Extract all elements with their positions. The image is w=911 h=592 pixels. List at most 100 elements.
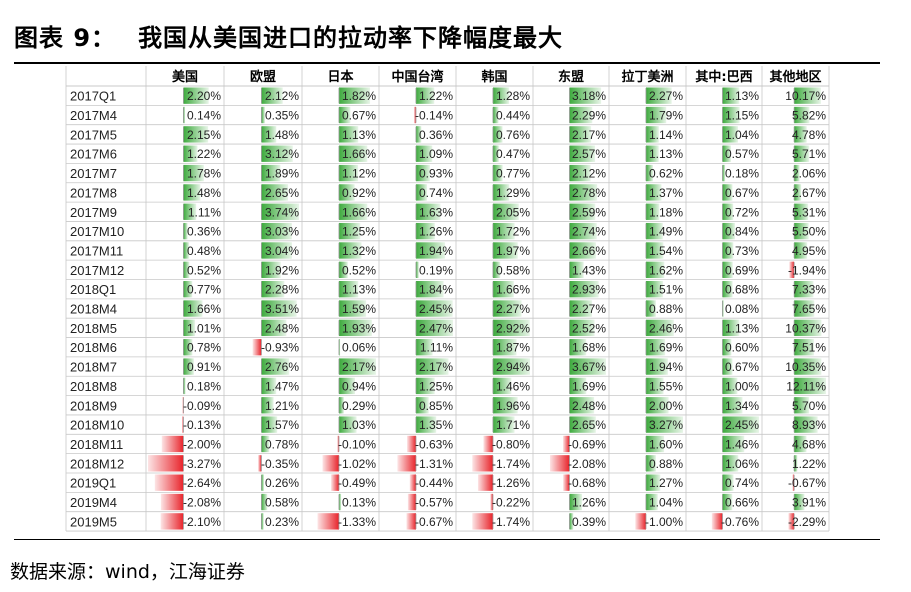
- cell-value: 0.62%: [649, 167, 683, 181]
- data-bar: [645, 87, 672, 104]
- cell-value: -1.00%: [645, 515, 683, 529]
- cell-value: 1.13%: [725, 321, 759, 335]
- cell-value: 0.67%: [725, 360, 759, 374]
- data-bar: [722, 416, 759, 433]
- data-bar: [413, 106, 416, 124]
- data-bar: [415, 377, 435, 395]
- cell-value: 2.12%: [265, 89, 299, 103]
- data-bar: [794, 106, 810, 124]
- data-bar: [415, 397, 429, 414]
- cell-value: 0.88%: [649, 302, 683, 316]
- data-bar: [182, 416, 184, 433]
- data-bar: [415, 222, 435, 240]
- data-bar: [569, 513, 574, 530]
- data-bar: [722, 455, 739, 472]
- cell-value: -1.74%: [492, 457, 530, 471]
- cell-value: 2.92%: [496, 321, 530, 335]
- data-bar: [338, 493, 342, 511]
- cell-value: 2.45%: [419, 302, 453, 316]
- data-bar: [722, 319, 740, 337]
- cell-value: -1.33%: [338, 515, 376, 529]
- cell-value: -1.02%: [338, 457, 376, 471]
- data-bar: [415, 87, 435, 104]
- data-bar: [407, 435, 416, 453]
- data-bar: [794, 435, 807, 453]
- cell-value: 1.82%: [342, 89, 376, 103]
- cell-value: 1.13%: [725, 89, 759, 103]
- row-label: 2017M4: [70, 108, 117, 123]
- data-bar: [722, 203, 734, 220]
- data-bar: [492, 164, 503, 182]
- cell-value: -3.27%: [183, 457, 221, 471]
- cell-value: 1.69%: [572, 379, 606, 393]
- data-bar: [492, 145, 499, 162]
- cell-value: 1.48%: [265, 128, 299, 142]
- data-bar: [415, 126, 422, 143]
- data-bar: [338, 126, 359, 143]
- cell-value: 0.44%: [496, 109, 530, 123]
- cell-value: 1.87%: [496, 341, 530, 355]
- cell-value: 1.92%: [265, 263, 299, 277]
- cell-value: 1.66%: [187, 302, 221, 316]
- cell-value: 1.13%: [342, 128, 376, 142]
- cell-value: 1.15%: [725, 109, 759, 123]
- data-bar: [722, 184, 733, 201]
- data-bar: [794, 493, 805, 511]
- row-label: 2017M12: [70, 263, 124, 278]
- cell-value: 0.14%: [187, 109, 221, 123]
- data-bar: [569, 493, 583, 511]
- cell-value: 7.51%: [792, 341, 826, 355]
- cell-value: 1.21%: [265, 399, 299, 413]
- source-note: 数据来源：wind，江海证券: [10, 561, 245, 583]
- cell-value: 2.27%: [572, 302, 606, 316]
- cell-value: 2.20%: [187, 89, 221, 103]
- cell-value: 1.49%: [649, 225, 683, 239]
- data-bar: [645, 145, 659, 162]
- data-bar: [645, 416, 683, 433]
- cell-value: 0.52%: [342, 263, 376, 277]
- top-rule: [14, 62, 880, 64]
- data-bar: [492, 300, 522, 317]
- data-bar: [331, 474, 339, 491]
- cell-value: 10.17%: [785, 89, 826, 103]
- cell-value: 4.95%: [792, 244, 826, 258]
- cell-value: 2.28%: [265, 283, 299, 297]
- cell-value: 0.68%: [725, 283, 759, 297]
- data-bar: [645, 203, 660, 220]
- data-bar: [183, 145, 198, 162]
- cell-value: -2.64%: [183, 476, 221, 490]
- cell-value: 0.85%: [419, 399, 453, 413]
- cell-value: 1.59%: [342, 302, 376, 316]
- data-bar: [261, 184, 289, 201]
- cell-value: 2.59%: [572, 205, 606, 219]
- data-bar: [492, 222, 515, 240]
- data-bar: [645, 281, 664, 298]
- cell-value: -2.00%: [183, 437, 221, 451]
- cell-value: 1.51%: [649, 283, 683, 297]
- data-bar: [569, 242, 596, 259]
- data-bar: [569, 319, 595, 337]
- data-bar: [415, 300, 453, 317]
- data-bar: [409, 474, 416, 491]
- cell-value: 12.11%: [786, 379, 826, 393]
- cell-value: -0.49%: [338, 476, 376, 490]
- data-bar: [183, 300, 203, 317]
- data-bar: [183, 281, 193, 298]
- data-bar: [722, 242, 734, 259]
- cell-value: 1.22%: [419, 89, 453, 103]
- cell-value: 0.19%: [419, 263, 453, 277]
- data-bar: [415, 319, 453, 337]
- cell-value: 0.78%: [187, 341, 221, 355]
- data-bar: [261, 319, 287, 337]
- data-bar: [338, 203, 368, 220]
- data-bar: [789, 261, 795, 278]
- cell-value: -0.22%: [492, 496, 530, 510]
- cell-value: 1.43%: [572, 263, 606, 277]
- data-bar: [794, 145, 810, 162]
- cell-value: 2.12%: [572, 167, 606, 181]
- data-bar: [492, 87, 510, 104]
- cell-value: 2.65%: [572, 418, 606, 432]
- data-bar: [415, 416, 437, 433]
- data-bar: [261, 397, 274, 414]
- data-bar: [569, 126, 592, 143]
